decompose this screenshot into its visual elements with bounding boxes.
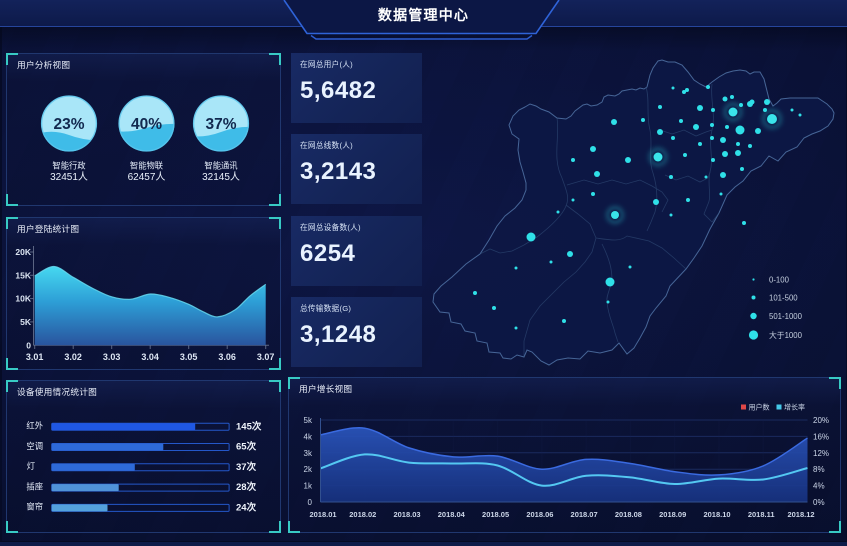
svg-text:20%: 20% [813, 416, 829, 425]
svg-text:23%: 23% [53, 116, 84, 133]
svg-text:3.02: 3.02 [64, 352, 82, 362]
svg-text:2018.04: 2018.04 [438, 510, 466, 519]
svg-text:3.05: 3.05 [180, 352, 198, 362]
svg-text:2018.08: 2018.08 [615, 510, 642, 519]
svg-text:24次: 24次 [236, 502, 257, 514]
svg-text:窗帘: 窗帘 [26, 502, 43, 512]
svg-text:2018.09: 2018.09 [659, 510, 686, 519]
svg-text:101-500: 101-500 [769, 294, 798, 303]
svg-text:20K: 20K [15, 247, 31, 257]
svg-text:1k: 1k [304, 482, 313, 491]
svg-text:3.01: 3.01 [26, 352, 44, 362]
svg-text:16%: 16% [813, 432, 829, 441]
svg-text:2018.06: 2018.06 [526, 510, 553, 519]
svg-text:智能物联: 智能物联 [130, 161, 164, 171]
svg-text:0-100: 0-100 [769, 276, 790, 285]
svg-text:3.03: 3.03 [103, 352, 121, 362]
svg-text:8%: 8% [813, 465, 825, 474]
svg-text:0%: 0% [813, 498, 825, 507]
svg-text:145次: 145次 [236, 420, 262, 432]
svg-text:3.06: 3.06 [218, 352, 236, 362]
svg-text:3.07: 3.07 [257, 352, 275, 362]
svg-text:65次: 65次 [236, 441, 257, 453]
svg-text:插座: 插座 [26, 481, 43, 491]
svg-text:2018.11: 2018.11 [748, 510, 775, 519]
svg-text:40%: 40% [131, 116, 162, 133]
svg-text:5K: 5K [20, 317, 32, 327]
svg-text:3.04: 3.04 [141, 352, 159, 362]
svg-text:4k: 4k [304, 432, 313, 441]
svg-text:0: 0 [26, 340, 31, 350]
svg-text:28次: 28次 [236, 481, 257, 493]
svg-text:0: 0 [308, 498, 313, 507]
svg-text:32145人: 32145人 [202, 171, 240, 183]
svg-text:用户数: 用户数 [749, 403, 770, 412]
svg-text:2018.10: 2018.10 [703, 510, 730, 519]
svg-text:5k: 5k [304, 416, 313, 425]
svg-text:37次: 37次 [236, 461, 257, 473]
svg-text:增长率: 增长率 [784, 403, 805, 412]
svg-text:智能通讯: 智能通讯 [204, 161, 238, 171]
svg-text:2018.03: 2018.03 [393, 510, 420, 519]
svg-text:2018.12: 2018.12 [787, 510, 814, 519]
svg-text:大于1000: 大于1000 [769, 330, 803, 340]
svg-text:智能行政: 智能行政 [52, 161, 86, 171]
svg-text:红外: 红外 [26, 421, 43, 431]
svg-text:62457人: 62457人 [128, 171, 166, 183]
svg-text:32451人: 32451人 [50, 171, 88, 183]
svg-text:2018.07: 2018.07 [571, 510, 598, 519]
svg-text:12%: 12% [813, 449, 829, 458]
svg-text:15K: 15K [15, 270, 31, 280]
svg-text:空调: 空调 [26, 441, 43, 451]
svg-text:37%: 37% [205, 116, 236, 133]
svg-text:4%: 4% [813, 482, 825, 491]
svg-text:灯: 灯 [27, 461, 35, 471]
svg-text:2k: 2k [304, 465, 313, 474]
svg-text:501-1000: 501-1000 [769, 312, 803, 321]
svg-text:2018.02: 2018.02 [349, 510, 376, 519]
svg-text:2018.05: 2018.05 [482, 510, 509, 519]
svg-text:3k: 3k [304, 449, 313, 458]
svg-text:10K: 10K [15, 294, 31, 304]
svg-text:2018.01: 2018.01 [309, 510, 336, 519]
